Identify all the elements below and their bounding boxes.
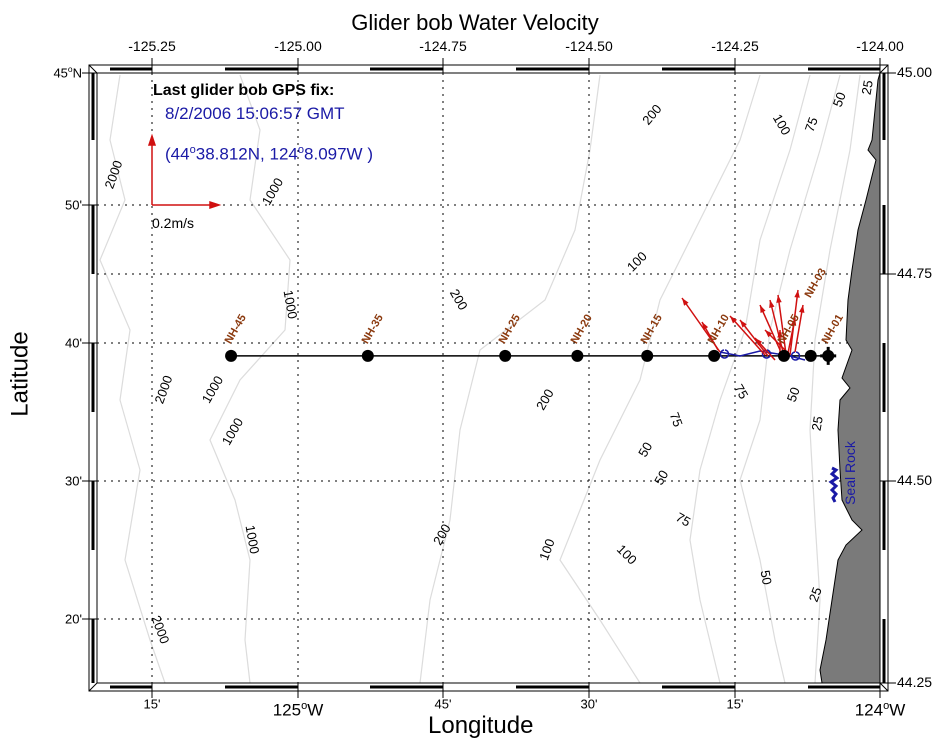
tick-hem: W — [307, 700, 324, 720]
tick-hem: N — [72, 65, 82, 81]
top-tick-label: -125.25 — [128, 38, 176, 54]
velocity-arrowhead — [799, 305, 805, 313]
frame-scale-bars — [91, 67, 886, 689]
velocity-arrow — [729, 315, 766, 356]
x-axis-label: Longitude — [428, 712, 534, 739]
left-tick-label: 40' — [22, 334, 82, 350]
tick-value: 30' — [65, 473, 82, 489]
stations — [225, 346, 837, 365]
velocity-arrowhead — [702, 322, 709, 330]
velocity-arrowhead — [765, 330, 773, 338]
contour-label: 50 — [757, 569, 775, 586]
seal-rock-label: Seal Rock — [841, 441, 858, 505]
lon-min: 8.097W — [304, 144, 363, 164]
bottom-tick-label: 45' — [435, 695, 452, 711]
map-frame — [88, 64, 889, 692]
velocity-arrowhead — [730, 316, 738, 324]
right-tick-label: 45.00 — [897, 64, 933, 80]
glider-track — [719, 349, 840, 503]
lon-deg: 124 — [269, 144, 298, 164]
bottom-tick-label: 125oW — [273, 700, 324, 721]
bottom-tick-label: 15' — [727, 695, 744, 711]
axis-ticks — [82, 58, 896, 698]
station-marker — [571, 349, 584, 362]
right-tick-label: 44.25 — [897, 674, 933, 690]
coastline-land — [819, 72, 881, 684]
station-marker — [804, 349, 817, 362]
tick-value: 30' — [580, 696, 598, 712]
tick-value: 20' — [65, 611, 82, 627]
scale-label: 0.2m/s — [152, 215, 195, 231]
left-tick-label: 45oN — [22, 64, 82, 80]
contour-label: 25 — [858, 79, 876, 96]
top-tick-label: -124.75 — [419, 38, 467, 54]
velocity-arrow — [739, 319, 769, 357]
station-marker — [822, 349, 835, 362]
station-marker — [777, 349, 790, 362]
velocity-arrowhead — [760, 305, 766, 313]
left-tick-label: 30' — [22, 472, 82, 488]
tick-value: 40' — [65, 335, 82, 351]
station-marker — [708, 349, 721, 362]
bottom-tick-label: 15' — [144, 695, 161, 711]
velocity-vectors — [681, 289, 805, 361]
velocity-arrowhead — [790, 318, 797, 326]
lat-deg: 44 — [170, 144, 190, 164]
top-tick-label: -124.00 — [856, 38, 904, 54]
tick-degree: o — [301, 700, 308, 712]
tick-value: 15' — [143, 696, 161, 712]
chart-title: Glider bob Water Velocity — [351, 10, 599, 35]
velocity-arrowhead — [740, 320, 747, 328]
scale-vector — [147, 133, 222, 210]
contour-label: 25 — [808, 415, 826, 432]
right-tick-label: 44.50 — [897, 472, 933, 488]
tick-degree: o — [67, 64, 73, 74]
velocity-arrowhead — [794, 290, 800, 298]
tick-value: 125 — [272, 700, 302, 720]
right-tick-label: 44.75 — [897, 265, 933, 281]
velocity-arrow — [794, 304, 804, 353]
gps-fix-heading: Last glider bob GPS fix: — [153, 82, 335, 99]
velocity-arrowhead — [755, 338, 763, 346]
tick-value: 50' — [65, 197, 82, 213]
station-marker — [225, 349, 238, 362]
bottom-tick-label: 30' — [581, 695, 598, 711]
tick-degree: o — [883, 700, 890, 712]
grid-lines — [97, 73, 880, 683]
velocity-arrowhead — [769, 300, 775, 308]
left-tick-label: 50' — [22, 196, 82, 212]
tick-hem: W — [889, 700, 906, 720]
velocity-arrowhead — [682, 298, 689, 306]
gps-fix-datetime: 8/2/2006 15:06:57 GMT — [165, 104, 345, 123]
tick-value: 45' — [434, 696, 452, 712]
top-tick-label: -124.50 — [565, 38, 613, 54]
tick-value: 45 — [53, 65, 68, 81]
velocity-arrowhead — [777, 330, 783, 338]
tick-value: 15' — [726, 696, 744, 712]
station-marker — [641, 349, 654, 362]
velocity-arrow — [769, 299, 784, 353]
left-tick-label: 20' — [22, 610, 82, 626]
bathymetry-contours — [99, 74, 861, 684]
station-marker — [499, 349, 512, 362]
station-marker — [361, 349, 374, 362]
lat-min: 38.812N — [195, 144, 261, 164]
velocity-arrow — [777, 294, 787, 355]
top-tick-label: -125.00 — [274, 38, 322, 54]
bottom-tick-label: 124oW — [855, 700, 906, 721]
tick-value: 124 — [854, 700, 884, 720]
top-tick-label: -124.25 — [711, 38, 759, 54]
velocity-arrowhead — [776, 295, 782, 303]
gps-fix-position: (44o38.812N, 124o8.097W ) — [165, 144, 373, 164]
